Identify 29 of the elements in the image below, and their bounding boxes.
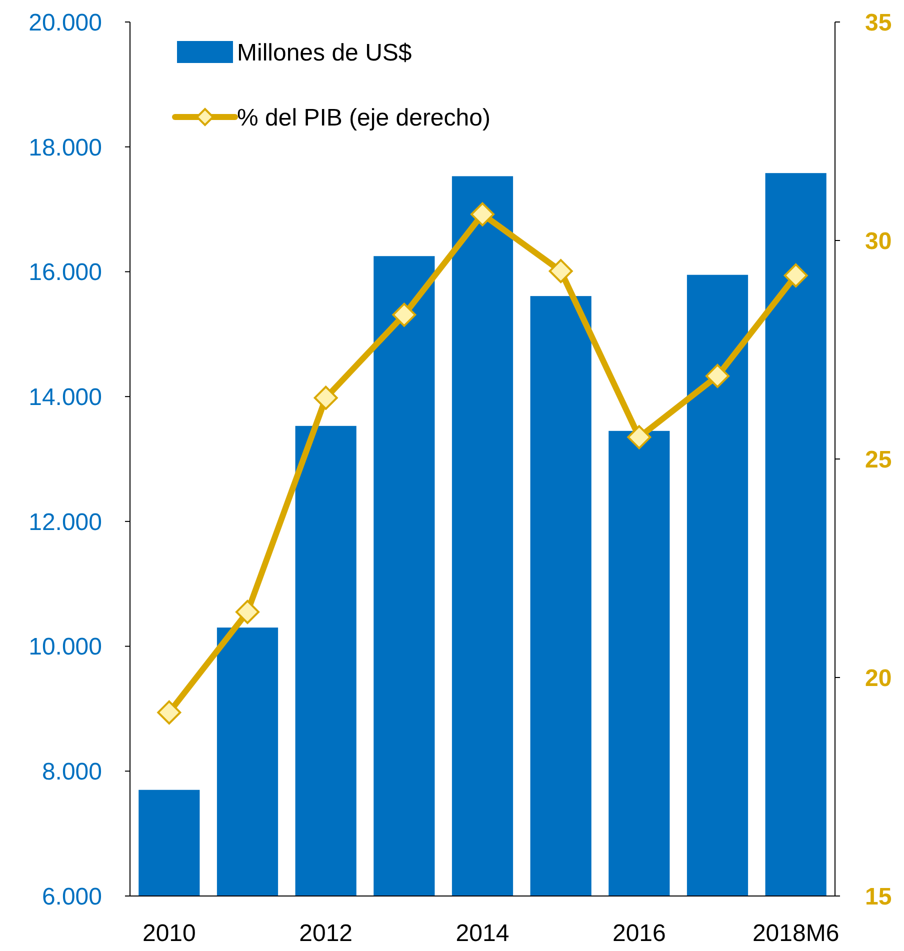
y-tick-label: 6.000 <box>42 883 102 910</box>
point <box>236 600 260 624</box>
y2-tick-label: 35 <box>865 9 892 36</box>
point <box>392 302 416 327</box>
x-tick-label: 2010 <box>142 920 196 947</box>
y-tick-label: 16.000 <box>28 259 102 286</box>
y2-tick-label: 20 <box>865 664 892 692</box>
x-tick-label: 2018M6 <box>752 920 840 947</box>
x-tick-label: 2014 <box>456 920 510 947</box>
x-tick-label: 2012 <box>299 920 353 947</box>
legend-label: % del PIB (eje derecho) <box>237 104 490 132</box>
y2-tick-label: 15 <box>865 883 892 910</box>
y-tick-label: 8.000 <box>42 758 102 786</box>
point <box>706 364 730 388</box>
y-tick-label: 12.000 <box>28 508 102 536</box>
y2-tick-label: 25 <box>865 446 892 474</box>
point <box>548 259 573 284</box>
point <box>470 202 494 226</box>
y-tick-label: 18.000 <box>28 134 102 162</box>
y-tick-label: 10.000 <box>28 634 102 661</box>
y-tick-label: 20.000 <box>28 9 102 36</box>
y-tick-label: 14.000 <box>28 384 102 411</box>
point <box>157 700 182 724</box>
legend-label: Millones de US$ <box>237 39 412 66</box>
point <box>627 425 652 450</box>
y2-tick-label: 30 <box>865 228 892 255</box>
point <box>314 386 338 410</box>
x-tick-label: 2016 <box>612 920 666 947</box>
point <box>784 263 808 288</box>
